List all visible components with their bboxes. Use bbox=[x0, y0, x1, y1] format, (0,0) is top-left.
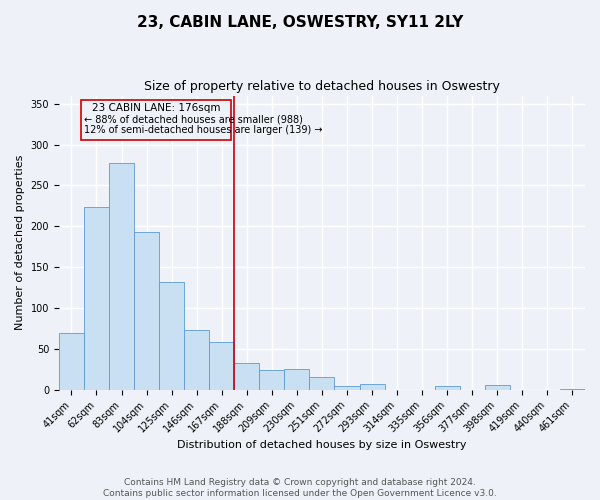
Bar bbox=[234, 363, 259, 390]
Bar bbox=[334, 386, 359, 390]
Bar bbox=[259, 370, 284, 390]
Text: 23 CABIN LANE: 176sqm: 23 CABIN LANE: 176sqm bbox=[92, 103, 220, 113]
Bar bbox=[59, 332, 84, 390]
FancyBboxPatch shape bbox=[82, 100, 230, 140]
Bar bbox=[184, 330, 209, 390]
Bar bbox=[159, 282, 184, 390]
Text: ← 88% of detached houses are smaller (988): ← 88% of detached houses are smaller (98… bbox=[84, 114, 303, 124]
Y-axis label: Number of detached properties: Number of detached properties bbox=[15, 155, 25, 330]
Bar bbox=[485, 385, 510, 390]
Bar bbox=[134, 232, 159, 390]
Bar bbox=[84, 206, 109, 390]
Bar bbox=[284, 370, 310, 390]
Title: Size of property relative to detached houses in Oswestry: Size of property relative to detached ho… bbox=[144, 80, 500, 93]
Bar bbox=[209, 342, 234, 390]
Bar bbox=[109, 162, 134, 390]
Text: 12% of semi-detached houses are larger (139) →: 12% of semi-detached houses are larger (… bbox=[84, 125, 322, 135]
Bar bbox=[359, 384, 385, 390]
X-axis label: Distribution of detached houses by size in Oswestry: Distribution of detached houses by size … bbox=[177, 440, 467, 450]
Bar bbox=[434, 386, 460, 390]
Bar bbox=[310, 378, 334, 390]
Text: Contains HM Land Registry data © Crown copyright and database right 2024.
Contai: Contains HM Land Registry data © Crown c… bbox=[103, 478, 497, 498]
Text: 23, CABIN LANE, OSWESTRY, SY11 2LY: 23, CABIN LANE, OSWESTRY, SY11 2LY bbox=[137, 15, 463, 30]
Bar bbox=[560, 389, 585, 390]
